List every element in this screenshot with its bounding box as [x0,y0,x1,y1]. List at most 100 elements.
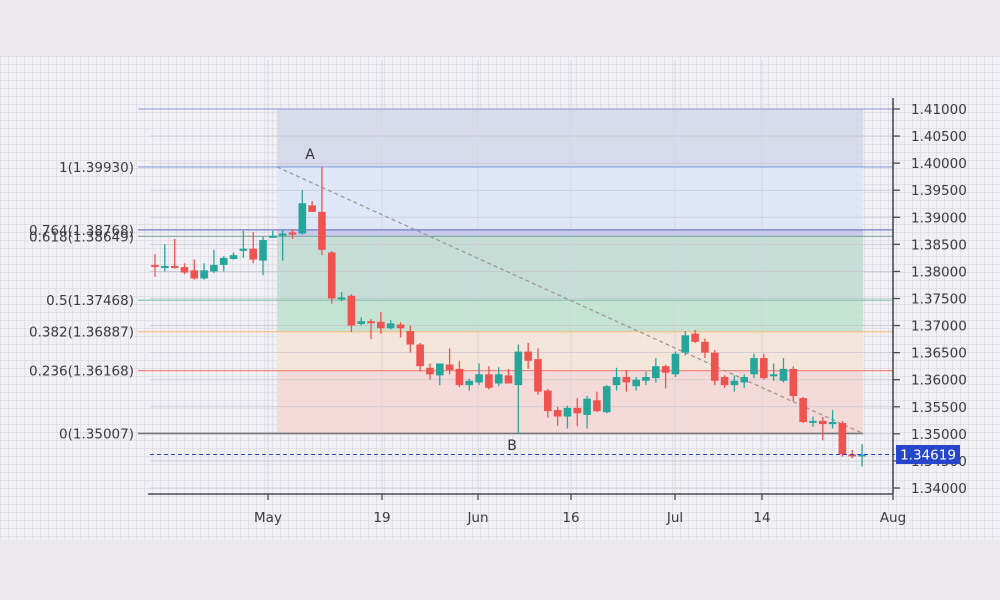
x-tick-label: May [254,510,282,526]
fib-label-0: 0(1.35007) [59,426,134,442]
candle-body [740,377,748,383]
candle [278,230,287,261]
candle-body [485,374,493,388]
candle [200,263,208,280]
x-tick-label: Aug [880,510,906,526]
candle [730,375,739,392]
candle [377,312,385,334]
candle-body [573,407,582,414]
candle [170,238,179,269]
candle-body [622,377,631,383]
candle-body [151,264,159,267]
y-tick-label: 1.34000 [911,481,967,497]
candle [671,351,680,378]
candle [465,378,474,391]
candle [514,344,523,434]
candle [701,338,709,359]
candle [485,366,493,390]
x-axis-ticks: May 19 Jun 16 Jul 14 Aug [254,494,906,526]
candle-body [593,400,601,412]
fib-label-1: 1(1.39930) [59,160,134,176]
candles [151,166,866,467]
y-tick-label: 1.38000 [911,264,967,280]
candle-body [357,321,366,324]
x-tick-label: 14 [753,510,770,526]
candle [740,374,748,388]
candle-body [318,211,326,250]
candle-body [632,379,640,387]
candle-body [327,252,336,299]
candle [426,363,434,380]
candle [239,230,248,258]
candle-body [259,240,267,261]
candle-body [602,386,611,413]
candle-body [828,421,837,425]
point-a-label: A [305,147,315,163]
candle-body [681,335,690,353]
candle-body [671,353,680,375]
candle-body [367,321,375,324]
fib-trend-line[interactable] [276,166,864,435]
candle-body [514,351,523,386]
candle-body [475,374,483,383]
candle-body [750,358,758,375]
candle [642,371,650,386]
fib-zones [277,109,863,434]
candle [494,367,503,387]
candle-body [563,407,572,417]
candle-body [799,398,807,422]
candle-body [229,255,238,259]
candle [632,377,640,391]
candle-body [583,398,591,415]
fib-zone-extension [277,109,863,167]
candle [809,416,817,427]
candle [406,325,415,353]
candle [347,294,356,333]
candle [750,353,758,379]
candle [573,398,582,427]
candle [269,230,277,238]
fib-zone [277,331,863,371]
candle-body [838,423,847,455]
fib-label-0.764: 0.764(1.38768) [29,223,134,239]
svg-text:1.34619: 1.34619 [900,447,956,463]
candle-body [170,266,179,269]
candle [760,353,768,380]
fib-level-labels: 1(1.39930) 0.764(1.38768)0.618(1.38649) 0.… [29,160,134,443]
x-tick-label: 16 [562,510,579,526]
candle [367,319,375,340]
candle-body [818,420,827,425]
candle-body [652,366,660,379]
candle [652,358,660,383]
x-tick-label: Jun [466,510,488,526]
candle [475,363,483,386]
candle [151,254,159,277]
y-tick-label: 1.40000 [911,156,967,172]
y-tick-label: 1.36000 [911,373,967,389]
candle-body [298,203,307,234]
candle-body [219,257,228,265]
candle-body [161,266,169,269]
candle-body [642,377,650,381]
candle [769,363,778,381]
candle [563,405,572,429]
candle-body [789,368,798,396]
candle-body [416,344,424,367]
candle [612,367,621,391]
candle [259,236,267,276]
candle [593,391,601,413]
candle [357,317,366,326]
candle [534,348,542,395]
candle [180,263,189,275]
candle [219,256,228,272]
y-tick-label: 1.37000 [911,319,967,335]
candle-body [435,363,444,376]
candle [416,342,424,372]
candle-body [337,297,346,300]
candle-body [465,380,474,386]
axes [148,98,894,495]
candle-body [691,333,699,342]
candle [602,385,611,414]
candle [288,229,297,239]
